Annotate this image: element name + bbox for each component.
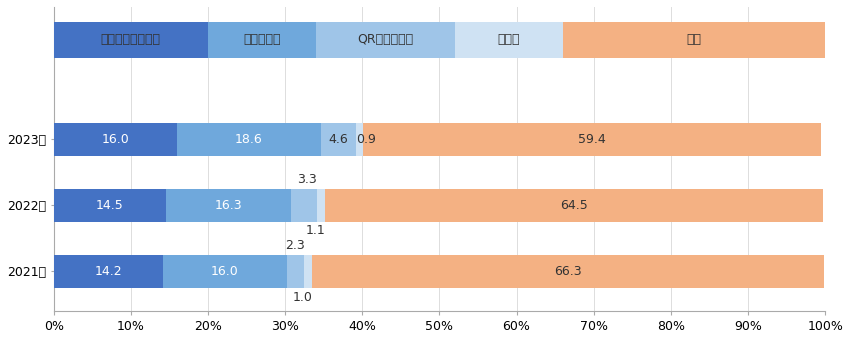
Bar [316, 22, 455, 58]
Text: 4.6: 4.6 [328, 133, 348, 146]
Bar [356, 123, 363, 156]
Bar [304, 255, 312, 288]
Bar [54, 189, 166, 222]
Bar [54, 22, 208, 58]
Text: 16.0: 16.0 [101, 133, 129, 146]
Bar [54, 255, 163, 288]
Bar [317, 189, 326, 222]
Text: 16.0: 16.0 [211, 265, 239, 278]
Bar [292, 189, 317, 222]
Bar [163, 255, 286, 288]
Text: 16.3: 16.3 [214, 199, 242, 212]
Bar [320, 123, 356, 156]
Text: 14.5: 14.5 [96, 199, 123, 212]
Bar [455, 22, 563, 58]
Bar [312, 255, 824, 288]
Text: 66.3: 66.3 [554, 265, 581, 278]
Bar [326, 189, 823, 222]
Bar [363, 123, 821, 156]
Bar [563, 22, 825, 58]
Text: 3.3: 3.3 [297, 173, 317, 186]
Text: 14.2: 14.2 [94, 265, 122, 278]
Text: 18.6: 18.6 [235, 133, 263, 146]
Bar [54, 123, 177, 156]
Text: 59.4: 59.4 [578, 133, 606, 146]
Text: 1.1: 1.1 [305, 224, 326, 237]
Bar [166, 189, 292, 222]
Text: その他: その他 [497, 34, 520, 47]
Text: 2.3: 2.3 [285, 239, 304, 252]
Text: 電子マネー: 電子マネー [243, 34, 280, 47]
Bar [177, 123, 320, 156]
Text: 0.9: 0.9 [356, 133, 376, 146]
Bar [286, 255, 304, 288]
Text: 現金: 現金 [687, 34, 701, 47]
Text: QRコード決済: QRコード決済 [357, 34, 413, 47]
Text: 1.0: 1.0 [292, 291, 312, 304]
Text: 64.5: 64.5 [560, 199, 588, 212]
Bar [208, 22, 316, 58]
Text: クレジットカード: クレジットカード [101, 34, 161, 47]
